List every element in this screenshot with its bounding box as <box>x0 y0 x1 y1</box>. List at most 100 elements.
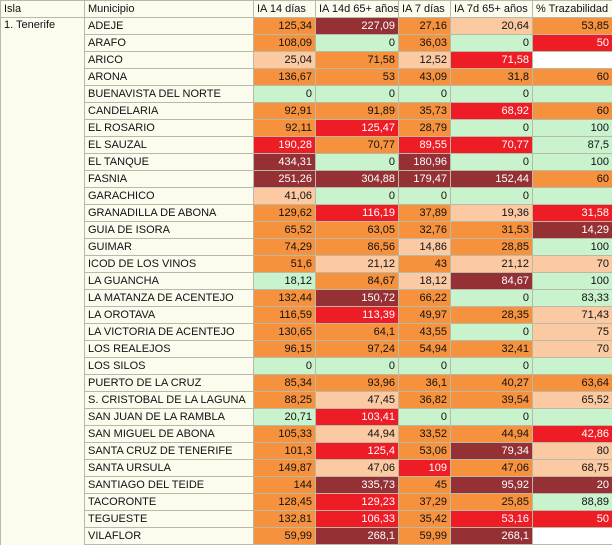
value-cell <box>533 188 612 205</box>
value-cell: 100 <box>533 239 612 256</box>
value-cell: 0 <box>254 358 316 375</box>
municipio-cell: FASNIA <box>85 171 254 188</box>
column-header: % Trazabilidad <box>533 1 612 18</box>
value-cell: 100 <box>533 120 612 137</box>
municipio-cell: EL SAUZAL <box>85 137 254 154</box>
value-cell: 40,27 <box>451 375 533 392</box>
value-cell: 60 <box>533 69 612 86</box>
value-cell: 101,3 <box>254 443 316 460</box>
column-header: Isla <box>1 1 85 18</box>
municipio-cell: SANTA URSULA <box>85 460 254 477</box>
value-cell: 20,71 <box>254 409 316 426</box>
value-cell: 59,99 <box>254 528 316 545</box>
value-cell: 149,87 <box>254 460 316 477</box>
value-cell: 47,06 <box>316 460 399 477</box>
value-cell: 28,79 <box>399 120 451 137</box>
isla-cell: 1. Tenerife <box>1 18 85 545</box>
value-cell: 125,47 <box>316 120 399 137</box>
value-cell: 33,52 <box>399 426 451 443</box>
value-cell: 434,31 <box>254 154 316 171</box>
value-cell: 79,34 <box>451 443 533 460</box>
municipio-cell: LOS REALEJOS <box>85 341 254 358</box>
value-cell: 49,97 <box>399 307 451 324</box>
municipio-cell: S. CRISTOBAL DE LA LAGUNA <box>85 392 254 409</box>
municipio-cell: EL TANQUE <box>85 154 254 171</box>
value-cell: 100 <box>533 154 612 171</box>
value-cell: 116,19 <box>316 205 399 222</box>
value-cell: 25,04 <box>254 52 316 69</box>
value-cell: 35,73 <box>399 103 451 120</box>
value-cell: 28,85 <box>451 239 533 256</box>
value-cell: 87,5 <box>533 137 612 154</box>
column-header: IA 7 días <box>399 1 451 18</box>
value-cell: 35,42 <box>399 511 451 528</box>
value-cell: 12,52 <box>399 52 451 69</box>
value-cell: 18,12 <box>399 273 451 290</box>
municipio-cell: GRANADILLA DE ABONA <box>85 205 254 222</box>
value-cell: 0 <box>451 86 533 103</box>
value-cell: 144 <box>254 477 316 494</box>
value-cell: 0 <box>316 358 399 375</box>
value-cell: 54,94 <box>399 341 451 358</box>
value-cell: 42,86 <box>533 426 612 443</box>
value-cell: 96,15 <box>254 341 316 358</box>
value-cell: 47,45 <box>316 392 399 409</box>
value-cell: 0 <box>399 358 451 375</box>
value-cell: 43,09 <box>399 69 451 86</box>
value-cell: 71,43 <box>533 307 612 324</box>
value-cell: 50 <box>533 511 612 528</box>
value-cell: 53 <box>316 69 399 86</box>
value-cell: 125,34 <box>254 18 316 35</box>
value-cell: 14,86 <box>399 239 451 256</box>
value-cell: 60 <box>533 171 612 188</box>
value-cell: 86,56 <box>316 239 399 256</box>
column-header: Municipio <box>85 1 254 18</box>
value-cell: 0 <box>254 86 316 103</box>
value-cell: 136,67 <box>254 69 316 86</box>
municipio-cell: CANDELARIA <box>85 103 254 120</box>
value-cell: 130,65 <box>254 324 316 341</box>
value-cell: 93,96 <box>316 375 399 392</box>
value-cell: 74,29 <box>254 239 316 256</box>
value-cell: 53,06 <box>399 443 451 460</box>
municipio-cell: SAN JUAN DE LA RAMBLA <box>85 409 254 426</box>
value-cell: 31,8 <box>451 69 533 86</box>
municipio-cell: BUENAVISTA DEL NORTE <box>85 86 254 103</box>
value-cell: 190,28 <box>254 137 316 154</box>
value-cell: 84,67 <box>451 273 533 290</box>
value-cell: 50 <box>533 35 612 52</box>
column-header: IA 14d 65+ años <box>316 1 399 18</box>
municipio-cell: SANTIAGO DEL TEIDE <box>85 477 254 494</box>
value-cell: 53,85 <box>533 18 612 35</box>
value-cell: 0 <box>399 188 451 205</box>
value-cell: 44,94 <box>451 426 533 443</box>
value-cell: 18,12 <box>254 273 316 290</box>
value-cell: 129,62 <box>254 205 316 222</box>
value-cell: 108,09 <box>254 35 316 52</box>
municipio-cell: ADEJE <box>85 18 254 35</box>
value-cell: 106,33 <box>316 511 399 528</box>
value-cell: 113,39 <box>316 307 399 324</box>
value-cell: 335,73 <box>316 477 399 494</box>
value-cell: 0 <box>451 324 533 341</box>
value-cell: 129,23 <box>316 494 399 511</box>
value-cell: 0 <box>451 409 533 426</box>
value-cell: 71,58 <box>316 52 399 69</box>
